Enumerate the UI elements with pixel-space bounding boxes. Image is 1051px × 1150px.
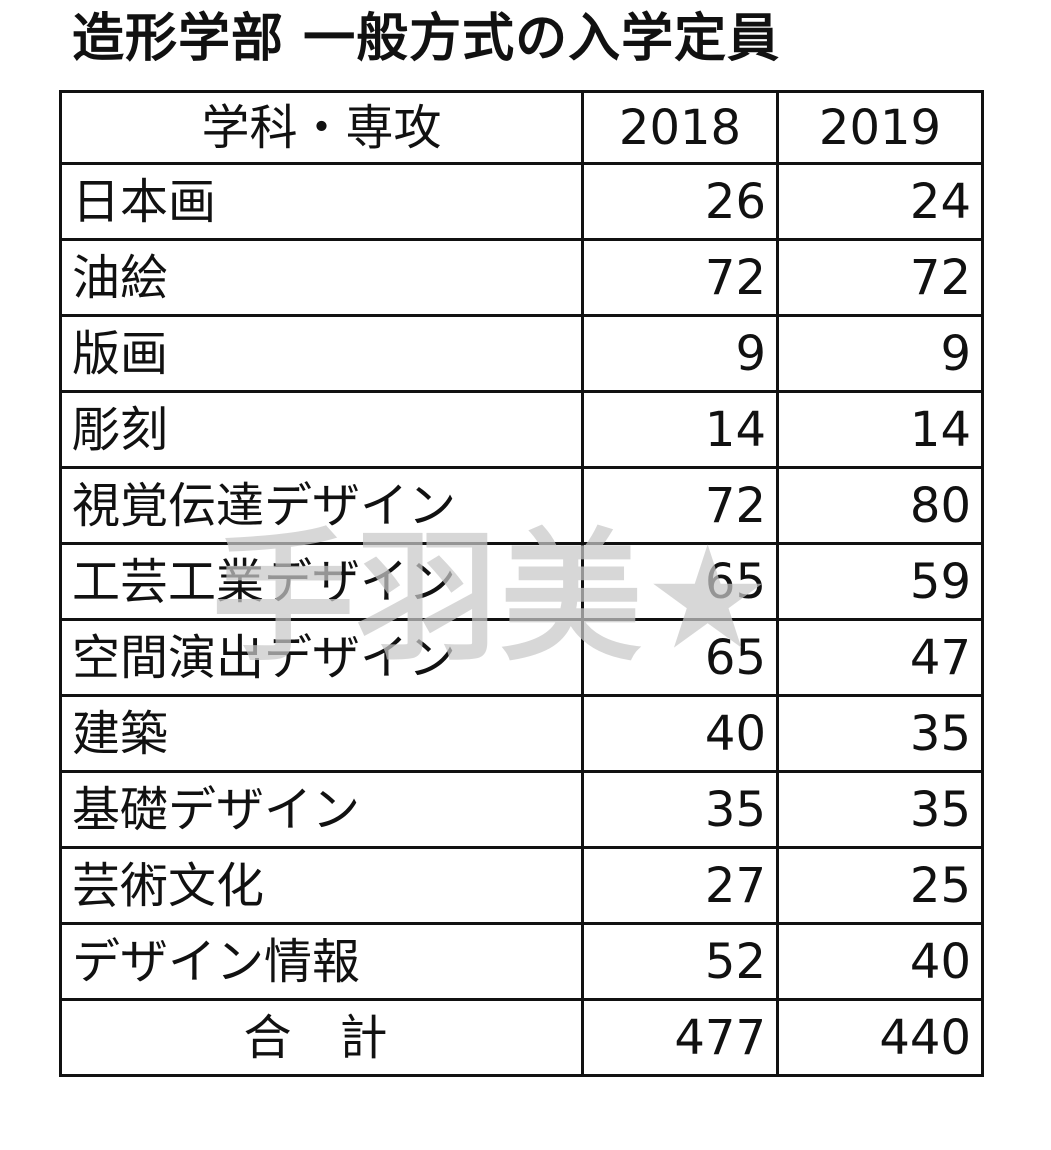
capacity-2018: 14 (581, 390, 779, 469)
table-row: 建築 40 35 (59, 694, 984, 773)
total-2018: 477 (581, 998, 779, 1077)
table-row: 視覚伝達デザイン 72 80 (59, 466, 984, 545)
table-row: 芸術文化 27 25 (59, 846, 984, 925)
table-row: 版画 9 9 (59, 314, 984, 393)
table-row: 工芸工業デザイン 65 59 (59, 542, 984, 621)
department-name: 建築 (59, 694, 584, 773)
department-name: 油絵 (59, 238, 584, 317)
page-title: 造形学部 一般方式の入学定員 (72, 9, 781, 69)
department-name: 基礎デザイン (59, 770, 584, 849)
total-row: 合計 477 440 (59, 998, 984, 1077)
capacity-2019: 47 (776, 618, 984, 697)
enrollment-table: 学科・専攻 2018 2019 日本画 26 24 油絵 72 72 版画 9 … (59, 90, 984, 1077)
department-name: 彫刻 (59, 390, 584, 469)
capacity-2019: 59 (776, 542, 984, 621)
capacity-2019: 14 (776, 390, 984, 469)
header-year-2018: 2018 (581, 90, 779, 165)
capacity-2018: 35 (581, 770, 779, 849)
capacity-2018: 9 (581, 314, 779, 393)
table-row: デザイン情報 52 40 (59, 922, 984, 1001)
capacity-2019: 40 (776, 922, 984, 1001)
department-name: 空間演出デザイン (59, 618, 584, 697)
capacity-2018: 52 (581, 922, 779, 1001)
capacity-2018: 72 (581, 238, 779, 317)
capacity-2018: 72 (581, 466, 779, 545)
capacity-2019: 9 (776, 314, 984, 393)
capacity-2018: 27 (581, 846, 779, 925)
total-2019: 440 (776, 998, 984, 1077)
capacity-2019: 35 (776, 694, 984, 773)
header-year-2019: 2019 (776, 90, 984, 165)
capacity-2018: 26 (581, 162, 779, 241)
department-name: デザイン情報 (59, 922, 584, 1001)
table-row: 日本画 26 24 (59, 162, 984, 241)
header-department: 学科・専攻 (59, 90, 584, 165)
capacity-2019: 35 (776, 770, 984, 849)
table-row: 油絵 72 72 (59, 238, 984, 317)
capacity-2018: 65 (581, 618, 779, 697)
capacity-2019: 80 (776, 466, 984, 545)
department-name: 視覚伝達デザイン (59, 466, 584, 545)
capacity-2019: 72 (776, 238, 984, 317)
table-row: 彫刻 14 14 (59, 390, 984, 469)
total-label: 合計 (59, 998, 584, 1077)
department-name: 工芸工業デザイン (59, 542, 584, 621)
table-row: 基礎デザイン 35 35 (59, 770, 984, 849)
capacity-2018: 65 (581, 542, 779, 621)
capacity-2018: 40 (581, 694, 779, 773)
department-name: 日本画 (59, 162, 584, 241)
table-header-row: 学科・専攻 2018 2019 (59, 90, 984, 165)
capacity-2019: 25 (776, 846, 984, 925)
capacity-2019: 24 (776, 162, 984, 241)
department-name: 版画 (59, 314, 584, 393)
department-name: 芸術文化 (59, 846, 584, 925)
table-row: 空間演出デザイン 65 47 (59, 618, 984, 697)
